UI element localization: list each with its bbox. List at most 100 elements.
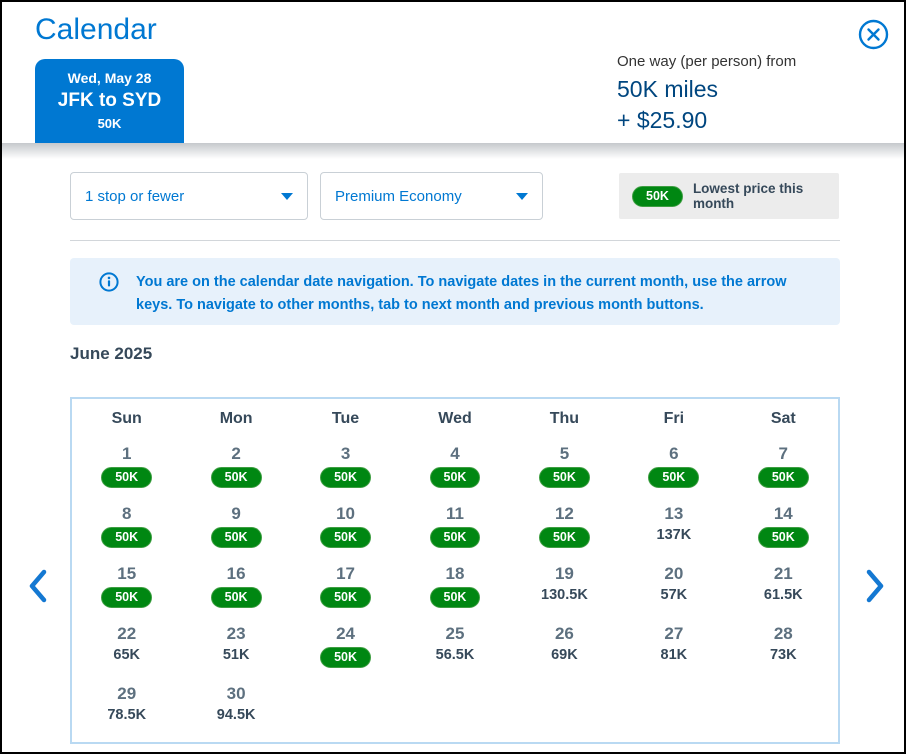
lowest-price-legend: 50K Lowest price this month xyxy=(619,173,839,219)
calendar-day-2[interactable]: 2 50K xyxy=(181,439,290,499)
lowest-price-badge: 50K xyxy=(648,467,700,488)
cabin-dropdown[interactable]: Premium Economy xyxy=(320,172,543,220)
calendar-day-20[interactable]: 20 57K xyxy=(619,559,728,619)
empty-day-cell xyxy=(619,679,728,739)
info-banner-text: You are on the calendar date navigation.… xyxy=(136,274,787,314)
calendar-day-3[interactable]: 3 50K xyxy=(291,439,400,499)
modal-header: Calendar Wed, May 28 JFK to SYD 50K One … xyxy=(2,2,904,143)
page-title: Calendar xyxy=(35,13,157,46)
calendar-day-15[interactable]: 15 50K xyxy=(72,559,181,619)
day-number: 2 xyxy=(231,444,241,463)
calendar-day-9[interactable]: 9 50K xyxy=(181,499,290,559)
calendar-day-21[interactable]: 21 61.5K xyxy=(729,559,838,619)
lowest-price-badge: 50K xyxy=(429,587,481,608)
lowest-price-badge: 50K xyxy=(429,467,481,488)
price-summary: One way (per person) from 50K miles + $2… xyxy=(617,53,796,134)
lowest-price-badge: 50K xyxy=(538,527,590,548)
calendar-day-11[interactable]: 11 50K xyxy=(400,499,509,559)
day-number: 15 xyxy=(117,564,137,583)
chevron-right-icon xyxy=(857,569,891,607)
lowest-price-badge: 50K xyxy=(757,527,809,548)
price-label: 65K xyxy=(113,647,141,663)
day-header-fri: Fri xyxy=(663,410,685,427)
calendar-day-23[interactable]: 23 51K xyxy=(181,619,290,679)
lowest-price-badge: 50K xyxy=(210,467,262,488)
calendar-day-12[interactable]: 12 50K xyxy=(510,499,619,559)
lowest-price-badge: 50K xyxy=(101,587,153,608)
day-number: 24 xyxy=(336,624,356,643)
stops-dropdown[interactable]: 1 stop or fewer xyxy=(70,172,308,220)
price-label: 56.5K xyxy=(435,647,475,663)
calendar-day-4[interactable]: 4 50K xyxy=(400,439,509,499)
flight-tab-price: 50K xyxy=(97,116,122,131)
day-number: 12 xyxy=(554,504,574,523)
calendar-day-headers: Sun Mon Tue Wed Thu Fri Sat xyxy=(72,399,838,439)
price-summary-label: One way (per person) from xyxy=(617,53,797,70)
selected-flight-tab[interactable]: Wed, May 28 JFK to SYD 50K xyxy=(35,59,184,143)
lowest-price-badge: 50K xyxy=(210,527,262,548)
day-header-mon: Mon xyxy=(219,410,253,427)
flight-tab-route: JFK to SYD xyxy=(57,90,162,111)
calendar-day-6[interactable]: 6 50K xyxy=(619,439,728,499)
calendar-day-24[interactable]: 24 50K xyxy=(291,619,400,679)
day-number: 21 xyxy=(773,564,793,583)
cabin-dropdown-value: Premium Economy xyxy=(335,187,462,205)
calendar-day-7[interactable]: 7 50K xyxy=(729,439,838,499)
calendar-day-29[interactable]: 29 78.5K xyxy=(72,679,181,739)
lowest-price-badge: 50K xyxy=(101,527,153,548)
next-month-button[interactable] xyxy=(857,568,891,604)
calendar-day-16[interactable]: 16 50K xyxy=(181,559,290,619)
day-number: 9 xyxy=(231,504,241,523)
day-number: 25 xyxy=(445,624,465,643)
price-label: 69K xyxy=(551,647,578,663)
day-number: 18 xyxy=(445,564,465,583)
price-label: 61.5K xyxy=(763,587,803,603)
info-banner: You are on the calendar date navigation.… xyxy=(70,258,840,325)
price-label: 94.5K xyxy=(216,707,256,723)
calendar-day-14[interactable]: 14 50K xyxy=(729,499,838,559)
day-number: 23 xyxy=(226,624,246,643)
day-number: 8 xyxy=(121,504,132,523)
calendar-day-10[interactable]: 10 50K xyxy=(291,499,400,559)
calendar-day-22[interactable]: 22 65K xyxy=(72,619,181,679)
price-label: 73K xyxy=(769,647,797,663)
lowest-price-badge: 50K xyxy=(538,467,590,488)
calendar-day-8[interactable]: 8 50K xyxy=(72,499,181,559)
calendar-day-1[interactable]: 1 50K xyxy=(72,439,181,499)
day-number: 6 xyxy=(669,444,679,463)
calendar-day-26[interactable]: 26 69K xyxy=(510,619,619,679)
legend-label: Lowest price this month xyxy=(692,181,804,211)
calendar: Sun Mon Tue Wed Thu Fri Sat 1 50K 2 50K 3 50K 4 50K 5 5… xyxy=(70,397,840,744)
previous-month-button[interactable] xyxy=(22,568,56,604)
day-number: 30 xyxy=(226,684,246,703)
lowest-price-badge: 50K xyxy=(320,527,372,548)
lowest-price-badge: 50K xyxy=(320,587,372,608)
close-button[interactable] xyxy=(858,19,889,50)
lowest-price-badge: 50K xyxy=(757,467,809,488)
day-header-thu: Thu xyxy=(549,410,580,427)
day-number: 5 xyxy=(559,444,570,463)
price-label: 130.5K xyxy=(541,587,588,603)
day-number: 16 xyxy=(226,564,246,583)
calendar-day-28[interactable]: 28 73K xyxy=(729,619,838,679)
calendar-grid: 1 50K 2 50K 3 50K 4 50K 5 50K 6 50K 7 50K 8 50K 9 50K 10 50… xyxy=(72,439,838,742)
day-number: 3 xyxy=(340,444,351,463)
calendar-day-19[interactable]: 19 130.5K xyxy=(510,559,619,619)
day-number: 14 xyxy=(773,504,793,523)
day-number: 29 xyxy=(117,684,137,703)
month-title: June 2025 xyxy=(70,344,153,363)
calendar-day-18[interactable]: 18 50K xyxy=(400,559,509,619)
empty-day-cell xyxy=(291,679,400,739)
calendar-day-27[interactable]: 27 81K xyxy=(619,619,728,679)
header-shadow xyxy=(2,143,904,159)
day-number: 27 xyxy=(664,624,684,643)
day-header-sun: Sun xyxy=(111,410,142,427)
calendar-day-5[interactable]: 5 50K xyxy=(510,439,619,499)
calendar-day-25[interactable]: 25 56.5K xyxy=(400,619,509,679)
calendar-day-13[interactable]: 13 137K xyxy=(619,499,728,559)
calendar-day-17[interactable]: 17 50K xyxy=(291,559,400,619)
price-label: 81K xyxy=(660,647,688,663)
price-summary-fees: + $25.90 xyxy=(617,107,708,133)
calendar-day-30[interactable]: 30 94.5K xyxy=(181,679,290,739)
